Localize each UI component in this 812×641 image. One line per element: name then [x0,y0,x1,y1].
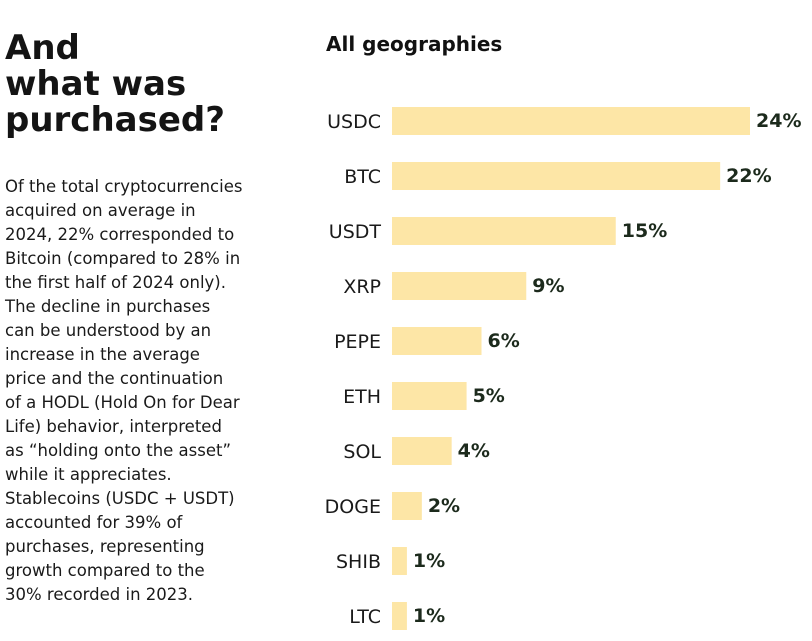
body-line: can be understood by an [5,321,212,340]
value-label: 9% [532,275,564,297]
body-line: of a HODL (Hold On for Dear [5,393,240,412]
heading-line: purchased? [5,100,225,140]
bar-btc [392,162,721,190]
bar-sol [392,437,452,465]
body-line: while it appreciates. [5,465,172,484]
bar-ltc [392,602,407,630]
body-line: 2024, 22% corresponded to [5,225,235,244]
body-line: Of the total cryptocurrencies [5,177,243,196]
bar-usdc [392,107,750,135]
body-line: purchases, representing [5,537,205,556]
body-line: 30% recorded in 2023. [5,585,194,604]
bar-eth [392,382,467,410]
category-label: ETH [343,386,381,408]
body-line: the first half of 2024 only). [5,273,226,292]
bar-doge [392,492,422,520]
category-label: PEPE [334,331,381,353]
value-label: 1% [413,605,445,627]
category-label: USDT [329,221,382,243]
bar-usdt [392,217,616,245]
bar-xrp [392,272,527,300]
heading-line: what was [5,64,187,104]
value-label: 2% [428,495,460,517]
category-label: XRP [343,276,381,298]
category-label: DOGE [325,496,381,518]
body-line: price and the continuation [5,369,224,388]
body-line: Stablecoins (USDC + USDT) [5,489,235,508]
heading-line: And [5,28,80,68]
category-label: LTC [349,606,381,628]
value-label: 4% [458,440,490,462]
chart-title: All geographies [326,32,503,56]
body-line: acquired on average in [5,201,196,220]
body-line: as “holding onto the asset” [5,441,232,460]
category-label: USDC [327,111,381,133]
value-label: 22% [726,165,771,187]
body-line: accounted for 39% of [5,513,183,532]
body-line: increase in the average [5,345,200,364]
value-label: 5% [473,385,505,407]
bar-pepe [392,327,482,355]
value-label: 24% [756,110,801,132]
body-line: Bitcoin (compared to 28% in [5,249,241,268]
body-line: Life) behavior, interpreted [5,417,222,436]
section-heading: And what was purchased? [5,30,305,138]
value-label: 1% [413,550,445,572]
category-label: BTC [344,166,381,188]
bar-shib [392,547,407,575]
value-label: 15% [622,220,667,242]
intro-paragraph: Of the total cryptocurrencies acquired on… [5,175,267,607]
body-line: growth compared to the [5,561,205,580]
value-label: 6% [488,330,520,352]
category-label: SHIB [336,551,381,573]
body-line: The decline in purchases [5,297,211,316]
category-label: SOL [343,441,381,463]
